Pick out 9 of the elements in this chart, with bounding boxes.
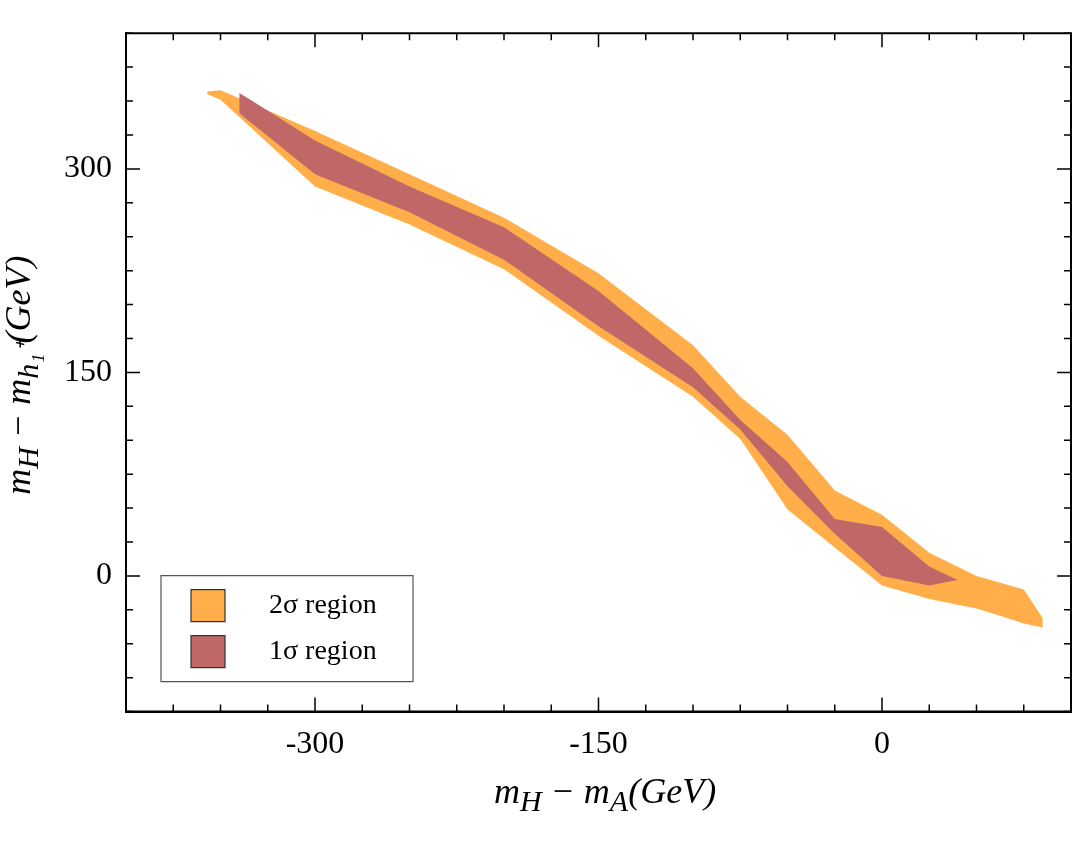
x-axis-title: m$_{H}$ − m$_{A}$(GeV): [492, 770, 718, 819]
legend-label: 1σ region: [269, 633, 377, 665]
legend-label: 2σ region: [269, 587, 377, 619]
x-tick-label: -300: [285, 724, 345, 761]
x-tick-label: -150: [569, 724, 628, 761]
y-tick-label: 300: [64, 148, 112, 185]
y-tick-label: 150: [64, 351, 112, 388]
y-tick-label: 0: [96, 555, 112, 592]
x-tick-label: 0: [874, 724, 890, 761]
